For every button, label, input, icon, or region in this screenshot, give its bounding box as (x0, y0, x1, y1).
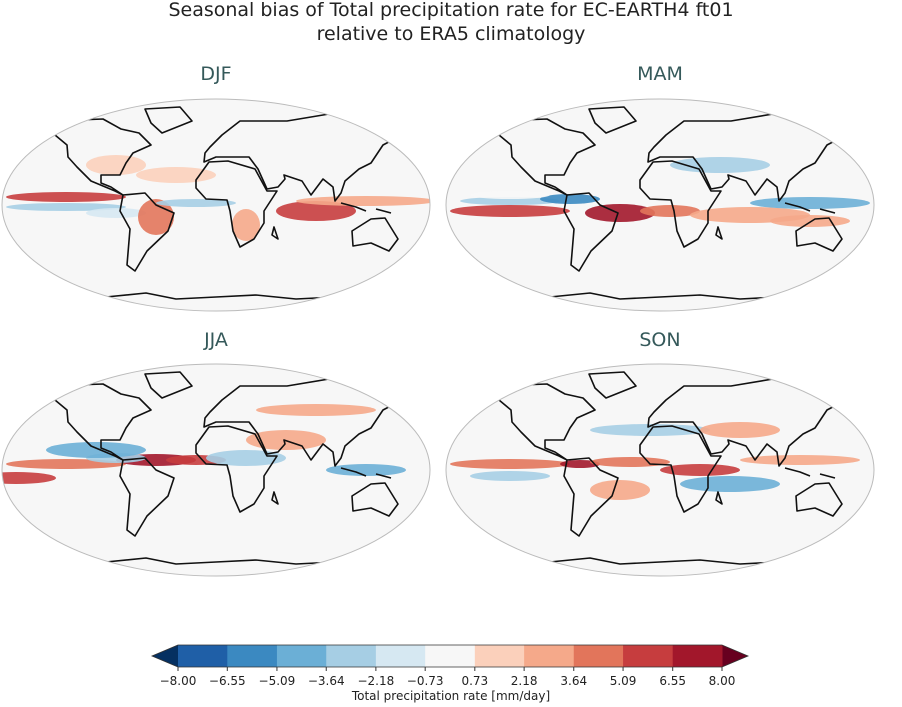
colorbar-bin (178, 645, 228, 667)
map-border (1, 98, 431, 312)
bias-region (700, 422, 780, 438)
colorbar-bin (276, 645, 327, 667)
map-panel (1, 98, 431, 312)
bias-region (86, 208, 146, 218)
colorbar-tick-label: 5.09 (610, 674, 637, 688)
bias-region (590, 480, 650, 500)
colorbar-bin (425, 645, 476, 667)
map-border (1, 363, 431, 577)
colorbar-bin (623, 645, 674, 667)
colorbar-tick-label: −3.64 (308, 674, 345, 688)
bias-region (6, 192, 126, 202)
panel-title: SON (639, 329, 680, 351)
bias-region (640, 205, 700, 217)
panel-title: MAM (637, 63, 683, 85)
bias-region (156, 199, 236, 207)
bias-region (276, 201, 356, 221)
map-border (445, 363, 875, 577)
colorbar-tick-label: 8.00 (709, 674, 736, 688)
colorbar-tick-label: −2.18 (357, 674, 394, 688)
bias-region (296, 196, 430, 206)
bias-region (46, 442, 146, 458)
map-panel (445, 363, 875, 577)
map-field (446, 99, 874, 311)
bias-region (86, 155, 146, 175)
map-field (2, 364, 430, 576)
map-panel (445, 98, 875, 312)
chart-subtitle: relative to ERA5 climatology (317, 23, 586, 45)
panel-title: DJF (200, 63, 231, 85)
colorbar-bin (524, 645, 575, 667)
bias-region (670, 157, 770, 173)
colorbar-bin (375, 645, 426, 667)
bias-region (450, 205, 570, 217)
colorbar-tick-label: 0.73 (461, 674, 488, 688)
chart-title: Seasonal bias of Total precipitation rat… (168, 0, 733, 21)
bias-region (232, 209, 260, 241)
panels (1, 98, 875, 577)
bias-region (256, 404, 376, 416)
colorbar-tick-label: −8.00 (160, 674, 197, 688)
bias-region (326, 464, 406, 476)
bias-region (470, 191, 550, 199)
colorbar-bin (573, 645, 624, 667)
bias-region (590, 457, 670, 467)
panel-title: JJA (203, 329, 228, 351)
colorbar-label: Total precipitation rate [mm/day] (351, 689, 550, 703)
bias-region (540, 194, 600, 204)
bias-region (585, 204, 655, 222)
colorbar-tick-label: 2.18 (511, 674, 538, 688)
colorbar-tick-label: −0.73 (407, 674, 444, 688)
colorbar-bin (474, 645, 525, 667)
bias-region (660, 464, 740, 476)
map-field (2, 99, 430, 311)
bias-region (450, 459, 570, 469)
colorbar-bin (227, 645, 278, 667)
colorbar-tick-label: 6.55 (659, 674, 686, 688)
bias-region (680, 476, 780, 492)
bias-region (6, 203, 126, 211)
bias-region (470, 471, 550, 481)
colorbar-bin (672, 645, 723, 667)
colorbar-tick-label: −5.09 (259, 674, 296, 688)
bias-region (2, 472, 56, 484)
map-panel (1, 363, 431, 577)
map-field (446, 364, 874, 576)
bias-region (138, 199, 174, 235)
colorbar-bin (326, 645, 377, 667)
colorbar: −8.00 −6.55 −5.09 −3.64 −2.18 −0.73 0.73 2.18 3.… (150, 644, 750, 688)
bias-region (460, 197, 560, 205)
colorbar-extend-low (152, 645, 178, 667)
bias-region (740, 455, 860, 465)
map-border (445, 98, 875, 312)
bias-region (770, 215, 850, 227)
bias-region (750, 197, 870, 209)
colorbar-tick-label: −6.55 (209, 674, 246, 688)
colorbar-tick-label: 3.64 (560, 674, 587, 688)
colorbar-extend-high (722, 645, 748, 667)
